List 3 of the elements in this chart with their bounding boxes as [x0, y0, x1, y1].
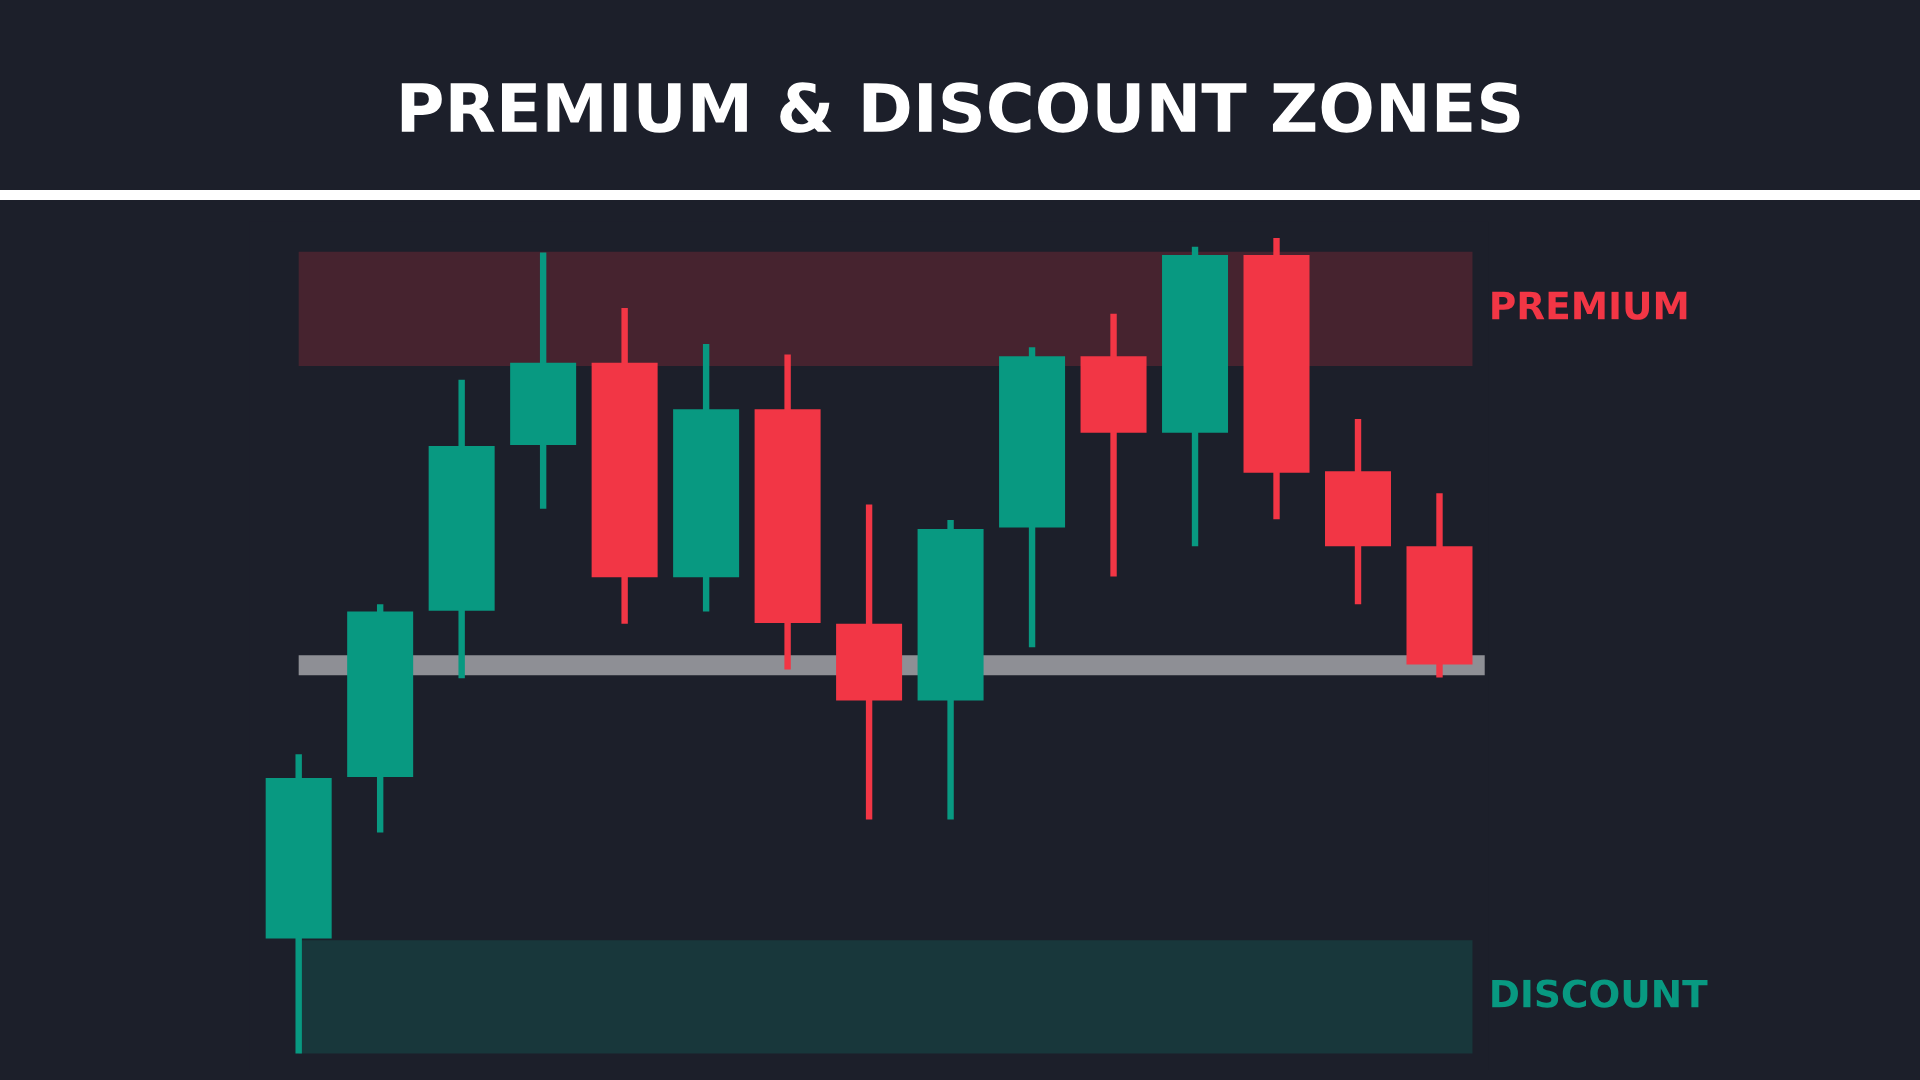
chart-title: PREMIUM & DISCOUNT ZONES	[401, 82, 1520, 133]
band-label: PREMIUM	[1492, 291, 1687, 320]
band-label: DISCOUNT	[1492, 979, 1708, 1008]
